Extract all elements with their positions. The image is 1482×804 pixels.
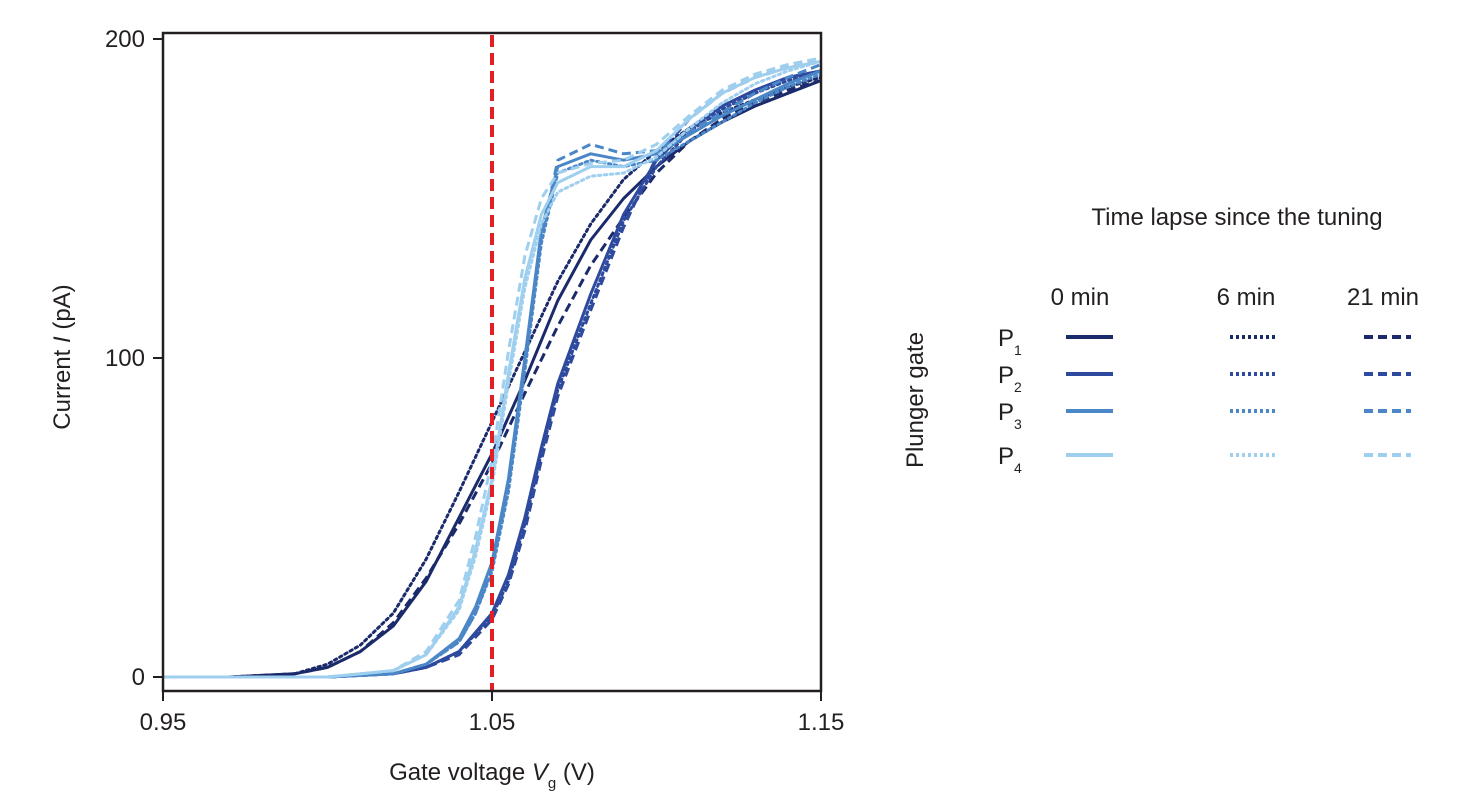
y-tick-label: 0 (132, 664, 145, 691)
y-axis-label: Current I (pA) (49, 284, 76, 429)
legend-row-title: Plunger gate (902, 332, 929, 468)
legend-column-header: 6 min (1217, 284, 1276, 311)
series-layer (163, 56, 821, 679)
legend-row-label: P3 (998, 399, 1022, 432)
series-line-p3-21min (163, 63, 821, 679)
series-line-p4-21min (163, 56, 821, 679)
legend-row-label: P4 (998, 443, 1022, 476)
legend-row-label: P1 (998, 325, 1022, 358)
y-tick-label: 100 (105, 345, 145, 372)
legend-column-header: 0 min (1051, 284, 1110, 311)
x-tick-label: 1.15 (798, 709, 845, 736)
y-tick-label: 200 (105, 26, 145, 53)
x-axis-ticks: 0.95 1.05 1.15 (140, 691, 845, 736)
legend-column-header: 21 min (1347, 284, 1419, 311)
x-axis-label: Gate voltage Vg (V) (389, 759, 595, 792)
x-tick-label: 0.95 (140, 709, 187, 736)
x-tick-label: 1.05 (469, 709, 516, 736)
y-axis-ticks: 0 100 200 (105, 26, 163, 691)
legend-title: Time lapse since the tuning (1091, 204, 1382, 231)
series-line-p1-21min (163, 79, 821, 679)
legend: 0 min 6 min 21 min P1 P2 P3 P4 (998, 284, 1419, 476)
series-line-p4-6min (163, 59, 821, 679)
legend-row-label: P2 (998, 362, 1022, 395)
